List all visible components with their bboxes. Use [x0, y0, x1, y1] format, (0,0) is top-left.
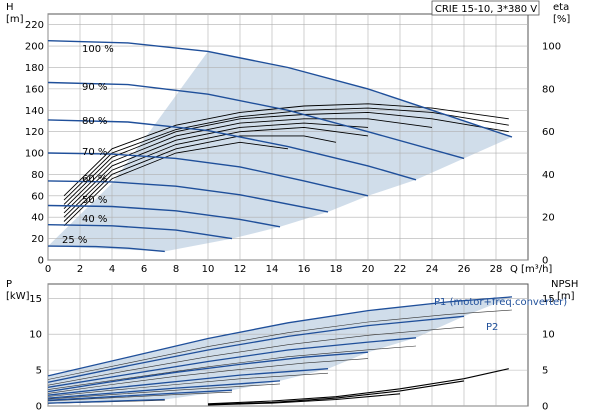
x-tick-label: 18 — [330, 264, 343, 275]
p2-curve — [47, 309, 513, 380]
head-curve — [47, 81, 465, 160]
x-tick-label: 28 — [490, 264, 503, 275]
y-left-tick-label: 200 — [25, 42, 44, 53]
y-right-tick-label: 80 — [542, 84, 555, 95]
y-left-axis-label: H — [6, 2, 14, 13]
y-right-tick-label: 60 — [542, 127, 555, 138]
p2-curve — [47, 358, 369, 394]
title-box — [431, 0, 540, 16]
y-left-axis-label-unit: [kW] — [6, 291, 30, 302]
head-curve — [47, 224, 233, 240]
p1-curve — [47, 398, 165, 404]
y-left-tick-label: 15 — [29, 294, 42, 305]
y-right-axis-label-unit: [m] — [557, 291, 575, 302]
operating-region — [48, 51, 512, 252]
y-right-tick-label: 0 — [542, 402, 548, 413]
x-tick-label: 26 — [458, 264, 471, 275]
eta-curve — [63, 111, 509, 205]
eta-curve — [63, 107, 509, 201]
x-tick-label: 24 — [426, 264, 439, 275]
p1-curve — [47, 296, 513, 377]
y-left-tick-label: 220 — [25, 20, 44, 31]
y-left-tick-label: 160 — [25, 84, 44, 95]
p1-curve — [47, 389, 233, 401]
head-curve — [47, 152, 369, 197]
x-tick-label: 6 — [141, 264, 147, 275]
y-left-tick-label: 80 — [31, 170, 44, 181]
speed-label: 50 % — [82, 195, 107, 206]
y-right-tick-label: 0 — [542, 256, 548, 267]
speed-label: 25 % — [62, 235, 87, 246]
eta-curve — [63, 126, 369, 218]
npsh-curve — [207, 380, 465, 406]
y-right-tick-label: 100 — [542, 42, 561, 53]
y-left-axis-label-unit: [m] — [6, 14, 24, 25]
y-right-axis-label-unit: [%] — [553, 14, 570, 25]
y-left-tick-label: 120 — [25, 127, 44, 138]
p2-curve — [47, 391, 233, 402]
head-curve — [47, 119, 417, 181]
x-tick-label: 14 — [266, 264, 279, 275]
eta-curve — [63, 118, 433, 210]
x-tick-label: 12 — [234, 264, 247, 275]
p2-curve — [47, 383, 281, 400]
y-left-tick-label: 40 — [31, 213, 44, 224]
y-left-tick-label: 0 — [38, 256, 44, 267]
y-right-axis-label: eta — [553, 2, 569, 13]
p2-series-label: P2 — [486, 322, 498, 333]
x-tick-label: 16 — [298, 264, 311, 275]
y-right-axis-label: NPSH — [551, 279, 578, 290]
x-tick-label: 4 — [109, 264, 115, 275]
speed-label: 90 % — [82, 82, 107, 93]
y-left-tick-label: 60 — [31, 191, 44, 202]
p1-series-label: P1 (motor+freq.converter) — [434, 297, 567, 308]
x-tick-label: 8 — [173, 264, 179, 275]
npsh-curve — [207, 368, 509, 405]
y-left-tick-label: 10 — [29, 330, 42, 341]
y-left-tick-label: 5 — [36, 366, 42, 377]
y-left-tick-label: 140 — [25, 106, 44, 117]
speed-label: 60 % — [82, 174, 107, 185]
x-tick-label: 0 — [45, 264, 51, 275]
speed-label: 100 % — [82, 44, 114, 55]
eta-curve — [63, 141, 289, 227]
x-tick-label: 2 — [77, 264, 83, 275]
speed-label: 80 % — [82, 116, 107, 127]
y-left-tick-label: 0 — [36, 402, 42, 413]
x-axis-label: Q [m³/h] — [510, 264, 552, 275]
eta-curve — [63, 122, 369, 214]
y-left-tick-label: 20 — [31, 234, 44, 245]
p1-curve — [47, 315, 465, 383]
y-right-tick-label: 20 — [542, 213, 555, 224]
p1-curve — [47, 368, 329, 396]
head-curve — [47, 40, 513, 138]
y-right-tick-label: 40 — [542, 170, 555, 181]
head-curve — [47, 180, 329, 213]
p1-curve — [47, 380, 281, 399]
y-right-tick-label: 15 — [542, 294, 555, 305]
x-tick-label: 10 — [202, 264, 215, 275]
npsh-curve — [207, 393, 401, 406]
speed-label: 70 % — [82, 147, 107, 158]
p2-curve — [47, 345, 417, 390]
p1-curve — [47, 337, 417, 388]
speed-label: 40 % — [82, 214, 107, 225]
head-curve — [47, 204, 281, 228]
p1-curve — [47, 351, 369, 393]
x-tick-label: 20 — [362, 264, 375, 275]
y-right-tick-label: 10 — [542, 330, 555, 341]
y-left-tick-label: 100 — [25, 149, 44, 160]
p2-curve — [47, 326, 465, 386]
y-right-tick-label: 5 — [542, 366, 548, 377]
head-curve — [47, 245, 165, 253]
x-tick-label: 22 — [394, 264, 407, 275]
model-title: CRIE 15-10, 3*380 V — [435, 4, 537, 15]
y-left-tick-label: 180 — [25, 63, 44, 74]
y-left-axis-label: P — [6, 279, 12, 290]
p2-curve — [47, 372, 329, 397]
